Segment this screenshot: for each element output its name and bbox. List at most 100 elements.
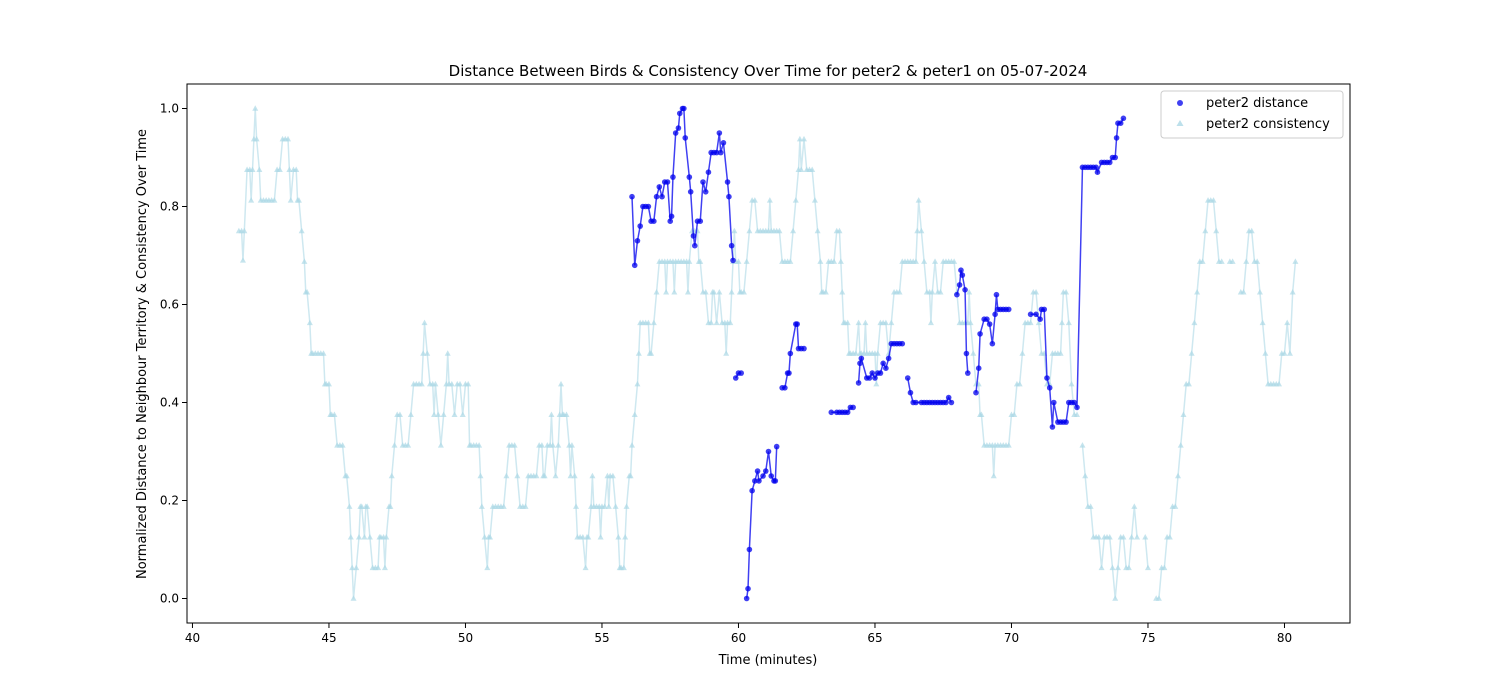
distance-point [880,360,886,367]
distance-point [691,242,698,249]
distance-point [749,487,755,494]
consistency-point [364,503,371,509]
consistency-point [1057,350,1064,356]
consistency-point [731,227,738,234]
distance-point [977,331,983,337]
consistency-point [514,472,521,479]
consistency-point [424,350,431,356]
consistency-point [549,442,556,448]
consistency-point [387,503,394,509]
consistency-point [927,319,934,326]
consistency-point [874,350,881,356]
consistency-point [1106,534,1113,540]
consistency-point [740,289,747,295]
consistency-point [298,227,305,234]
distance-point [681,105,687,112]
distance-point [1074,404,1080,411]
legend-consistency-marker [1176,120,1184,126]
distance-point [962,287,968,293]
plot-frame [186,83,1351,624]
consistency-point [1172,503,1179,509]
distance-point [850,404,856,411]
distance-point [907,389,914,396]
consistency-point [1155,595,1162,601]
consistency-point [271,197,278,203]
consistency-point [538,442,545,448]
consistency-point [1033,289,1040,295]
consistency-point [888,319,895,326]
distance-point [782,385,788,391]
distance-point [716,130,723,136]
consistency-point [663,289,670,295]
consistency-point [343,472,350,479]
distance-point [1005,306,1012,313]
consistency-point [366,534,373,540]
consistency-point [1131,503,1138,509]
consistency-point [967,319,974,326]
consistency-point [1128,534,1135,540]
consistency-point [1112,595,1119,601]
consistency-point [787,258,794,264]
consistency-point [1284,319,1291,326]
consistency-point [622,534,629,540]
consistency-point [822,289,829,295]
legend-distance-marker [1177,100,1183,106]
distance-point [1113,135,1120,141]
consistency-point [476,442,483,448]
consistency-point [1188,350,1195,356]
distance-point [1033,311,1039,318]
distance-series [629,105,1127,602]
consistency-point [320,350,327,356]
distance-point [690,233,697,239]
consistency-point [855,319,862,326]
consistency-point [631,411,638,417]
consistency-point [355,534,362,540]
consistency-point [252,105,259,111]
consistency-point [1254,258,1261,264]
distance-point [963,350,970,357]
y-axis-ticks: 0.0 0.2 0.4 0.6 0.8 1.0 [160,102,187,606]
consistency-point [1079,442,1086,448]
distance-point [1046,385,1053,391]
consistency-point [1259,319,1266,326]
consistency-point [1202,227,1209,234]
consistency-point [912,258,919,264]
consistency-point [339,442,346,448]
distance-point [773,443,780,450]
distance-point [724,179,731,185]
consistency-point [746,227,753,234]
distance-point [801,345,807,352]
distance-point [634,238,641,244]
consistency-point [571,472,578,479]
consistency-point [465,380,472,387]
distance-point [762,468,769,474]
consistency-point [1161,564,1168,571]
distance-point [664,179,671,185]
consistency-point [929,289,936,295]
consistency-point [276,166,283,172]
consistency-point [1125,564,1132,571]
consistency-point [256,166,263,172]
distance-point [1093,164,1099,171]
distance-point [1106,159,1113,166]
consistency-point [249,166,256,172]
consistency-line [1144,537,1149,568]
consistency-point [1262,350,1269,356]
consistency-point [287,197,294,203]
consistency-point [405,442,412,448]
distance-point [656,184,663,190]
distance-point [899,340,906,347]
consistency-point [766,197,773,203]
distance-point [756,478,762,484]
consistency-point [585,534,592,540]
consistency-point [440,411,447,417]
consistency-point [776,227,783,234]
consistency-point [347,534,354,540]
consistency-point [253,135,260,142]
consistency-point [1016,380,1023,387]
consistency-point [844,319,851,326]
consistency-point [601,503,608,509]
consistency-point [836,227,843,234]
consistency-point [548,411,555,417]
consistency-point [304,289,311,295]
